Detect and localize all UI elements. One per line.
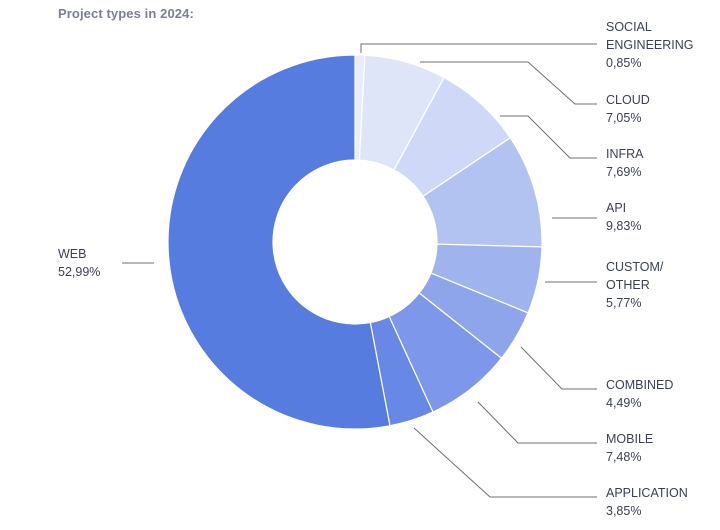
- leader-line: [413, 427, 597, 498]
- slice-label: WEB 52,99%: [58, 247, 100, 279]
- slice-value-label: 7,05%: [606, 111, 641, 125]
- slice-name-label: INFRA: [606, 147, 644, 161]
- slice-value-label: 7,48%: [606, 450, 641, 464]
- slice-name-label: API: [606, 201, 626, 215]
- leader-line: [420, 61, 597, 105]
- slice-value-label: 9,83%: [606, 219, 641, 233]
- slice-value-label: 4,49%: [606, 396, 641, 410]
- slice-label: CUSTOM/OTHER 5,77%: [606, 260, 664, 310]
- slice-value-label: 0,85%: [606, 56, 641, 70]
- slice-name-label: MOBILE: [606, 432, 653, 446]
- leader-line: [520, 346, 597, 390]
- slice-name-label: COMBINED: [606, 378, 673, 392]
- slice-name-label: APPLICATION: [606, 486, 688, 500]
- slice-value-label: 5,77%: [606, 296, 641, 310]
- slice-label: INFRA 7,69%: [606, 147, 644, 179]
- chart-title: Project types in 2024:: [58, 6, 194, 21]
- slice-name-label: WEB: [58, 247, 86, 261]
- slice-name-label: SOCIAL: [606, 20, 652, 34]
- slice-label: API 9,83%: [606, 201, 641, 233]
- leader-line: [360, 43, 597, 53]
- slice-value-label: 52,99%: [58, 265, 100, 279]
- slice-value-label: 3,85%: [606, 504, 641, 518]
- slice-web: [167, 54, 391, 430]
- slice-label: COMBINED 4,49%: [606, 378, 673, 410]
- slice-value-label: 7,69%: [606, 165, 641, 179]
- leader-line: [477, 401, 597, 444]
- slice-label: APPLICATION 3,85%: [606, 486, 688, 518]
- leader-line: [500, 115, 597, 159]
- slice-name-label: ENGINEERING: [606, 38, 694, 52]
- slice-label: MOBILE 7,48%: [606, 432, 653, 464]
- slice-name-label: OTHER: [606, 278, 650, 292]
- slice-name-label: CLOUD: [606, 93, 650, 107]
- slice-label: CLOUD 7,05%: [606, 93, 650, 125]
- slice-name-label: CUSTOM/: [606, 260, 664, 274]
- slice-label: SOCIAL ENGINEERING 0,85%: [606, 20, 694, 70]
